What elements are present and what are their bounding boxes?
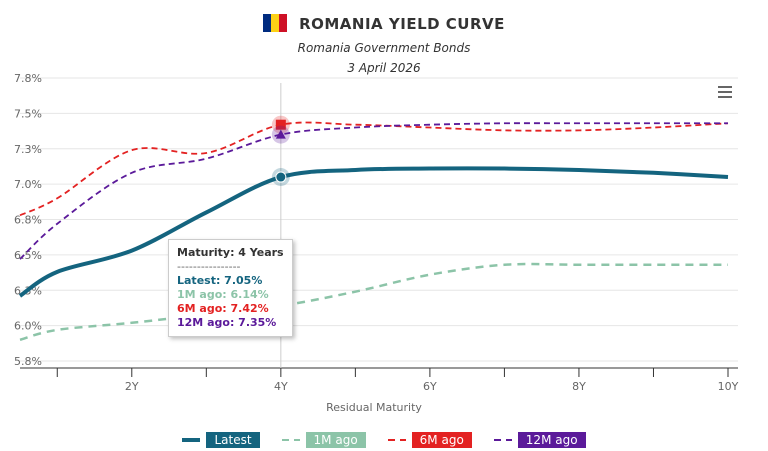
- series-line-1m-ago: [19, 262, 728, 341]
- y-tick-label: 7.0%: [14, 178, 42, 191]
- x-tick-label: 2Y: [125, 380, 139, 393]
- legend-label: 6M ago: [411, 432, 472, 448]
- title-text: ROMANIA YIELD CURVE: [299, 15, 505, 33]
- y-tick-label: 7.5%: [14, 107, 42, 120]
- 12m-marker: [275, 129, 286, 139]
- tooltip-separator: ----------------: [177, 260, 241, 273]
- chart-title: ROMANIA YIELD CURVE: [0, 14, 768, 33]
- chart-date: 3 April 2026: [347, 61, 421, 75]
- series-line-6m-ago: [19, 121, 729, 217]
- y-tick-label: 7.8%: [14, 72, 42, 85]
- legend-item-6m[interactable]: 6M ago: [387, 432, 472, 448]
- x-tick-label: 10Y: [718, 380, 739, 393]
- legend-item-12m[interactable]: 12M ago: [493, 432, 586, 448]
- legend: Latest 1M ago 6M ago 12M ago: [0, 432, 768, 448]
- legend-label: 1M ago: [305, 432, 366, 448]
- x-tick-label: 8Y: [572, 380, 586, 393]
- tooltip-latest: Latest: 7.05%: [177, 274, 263, 287]
- y-tick-label: 5.8%: [14, 355, 42, 368]
- legend-item-latest[interactable]: Latest: [182, 432, 260, 448]
- x-tick-label: 6Y: [423, 380, 437, 393]
- romania-flag-icon: [263, 14, 288, 32]
- tooltip-title: Maturity: 4 Years: [177, 246, 284, 259]
- latest-marker: [275, 171, 287, 183]
- x-axis-title: Residual Maturity: [326, 401, 422, 414]
- tooltip: Maturity: 4 Years ---------------- Lates…: [168, 239, 293, 337]
- legend-label: 12M ago: [517, 432, 586, 448]
- 6m-marker: [275, 119, 286, 130]
- menu-icon[interactable]: [718, 86, 732, 101]
- tooltip-12m: 12M ago: 7.35%: [177, 316, 277, 329]
- legend-item-1m[interactable]: 1M ago: [281, 432, 366, 448]
- legend-label: Latest: [206, 432, 260, 448]
- y-tick-label: 6.8%: [14, 214, 42, 227]
- tooltip-6m: 6M ago: 7.42%: [177, 302, 269, 315]
- y-tick-label: 7.3%: [14, 143, 42, 156]
- series-line-12m-ago: [19, 122, 728, 260]
- chart-subtitle: Romania Government Bonds: [297, 41, 471, 55]
- tooltip-1m: 1M ago: 6.14%: [177, 288, 269, 301]
- series-line-latest: [18, 166, 729, 298]
- y-tick-label: 6.0%: [14, 320, 42, 333]
- x-tick-label: 4Y: [274, 380, 288, 393]
